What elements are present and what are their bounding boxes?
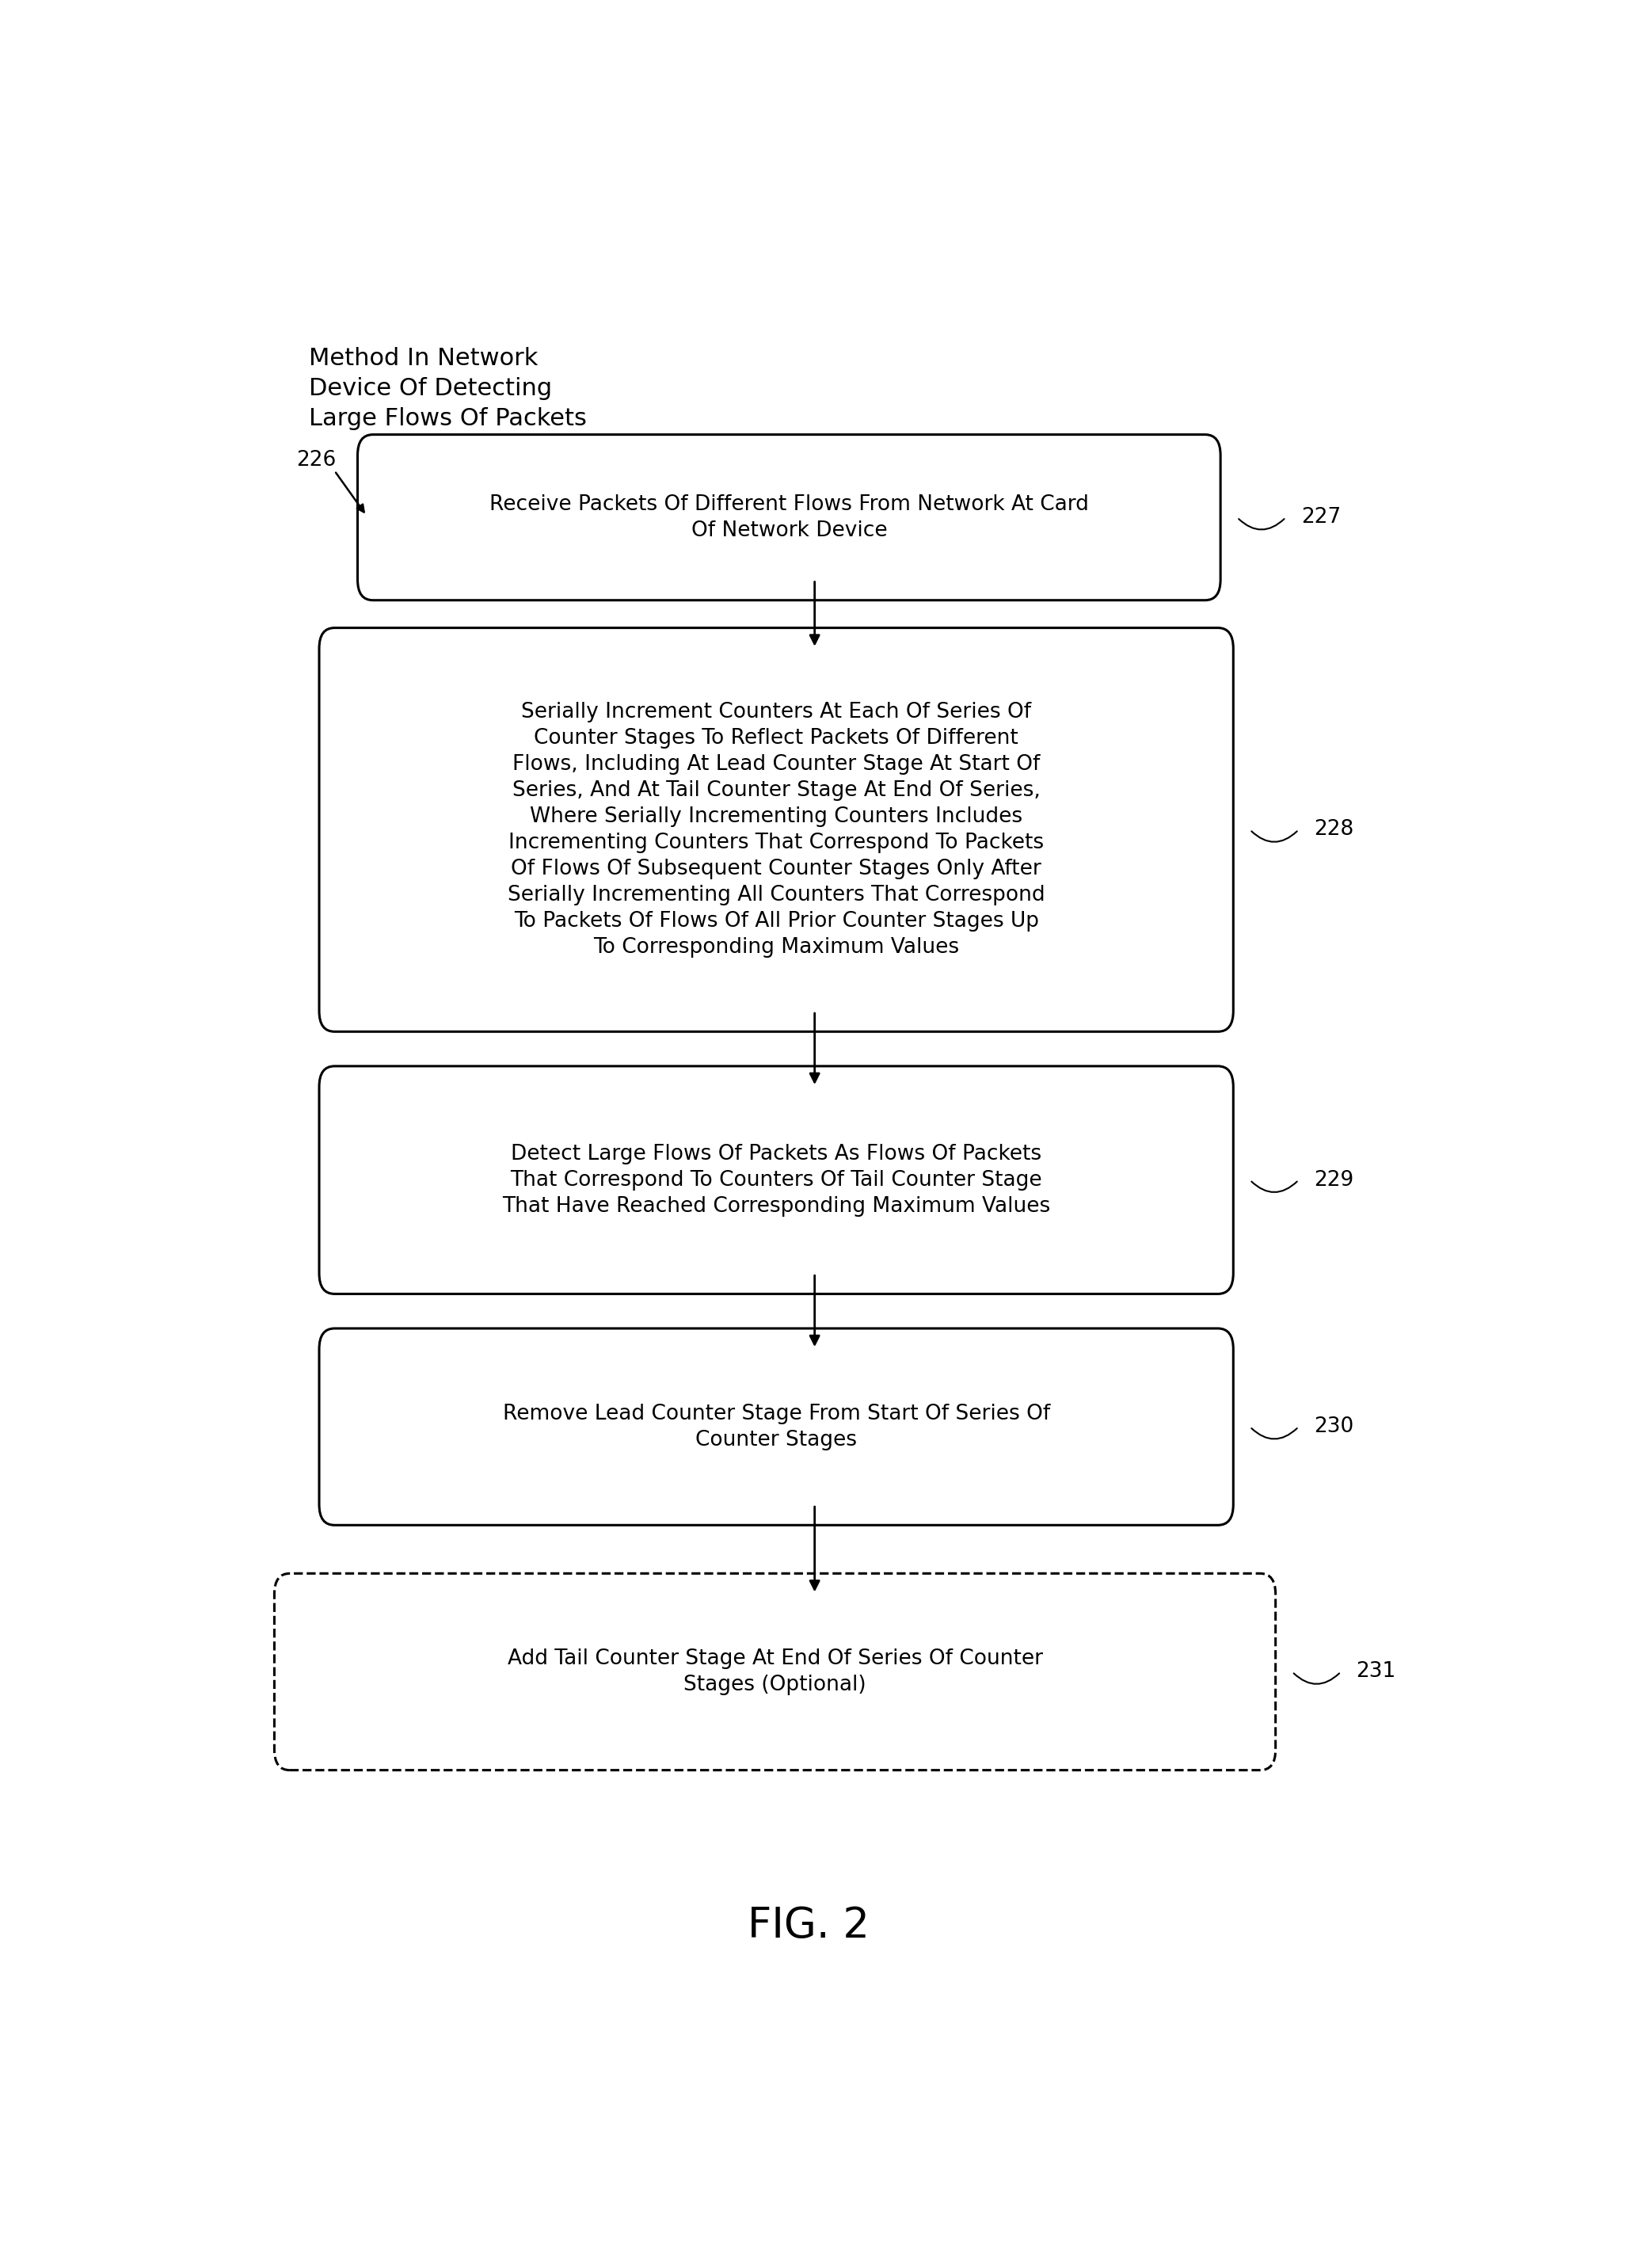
Text: 228: 228 — [1313, 820, 1353, 840]
Text: 231: 231 — [1356, 1661, 1396, 1683]
Text: Remove Lead Counter Stage From Start Of Series Of
Counter Stages: Remove Lead Counter Stage From Start Of … — [502, 1403, 1051, 1450]
Text: Receive Packets Of Different Flows From Network At Card
Of Network Device: Receive Packets Of Different Flows From … — [489, 493, 1089, 540]
Text: Method In Network
Device Of Detecting
Large Flows Of Packets: Method In Network Device Of Detecting La… — [309, 347, 586, 430]
FancyBboxPatch shape — [319, 1329, 1234, 1526]
Text: Serially Increment Counters At Each Of Series Of
Counter Stages To Reflect Packe: Serially Increment Counters At Each Of S… — [507, 701, 1046, 957]
Text: 229: 229 — [1313, 1170, 1353, 1190]
FancyBboxPatch shape — [357, 435, 1221, 601]
FancyBboxPatch shape — [319, 1067, 1234, 1293]
FancyBboxPatch shape — [319, 627, 1234, 1031]
FancyBboxPatch shape — [274, 1573, 1275, 1770]
Text: 230: 230 — [1313, 1416, 1353, 1436]
Text: Detect Large Flows Of Packets As Flows Of Packets
That Correspond To Counters Of: Detect Large Flows Of Packets As Flows O… — [502, 1143, 1051, 1217]
Text: 227: 227 — [1302, 506, 1341, 527]
Text: FIG. 2: FIG. 2 — [747, 1905, 869, 1945]
Text: 226: 226 — [296, 450, 335, 471]
Text: Add Tail Counter Stage At End Of Series Of Counter
Stages (Optional): Add Tail Counter Stage At End Of Series … — [507, 1649, 1042, 1694]
